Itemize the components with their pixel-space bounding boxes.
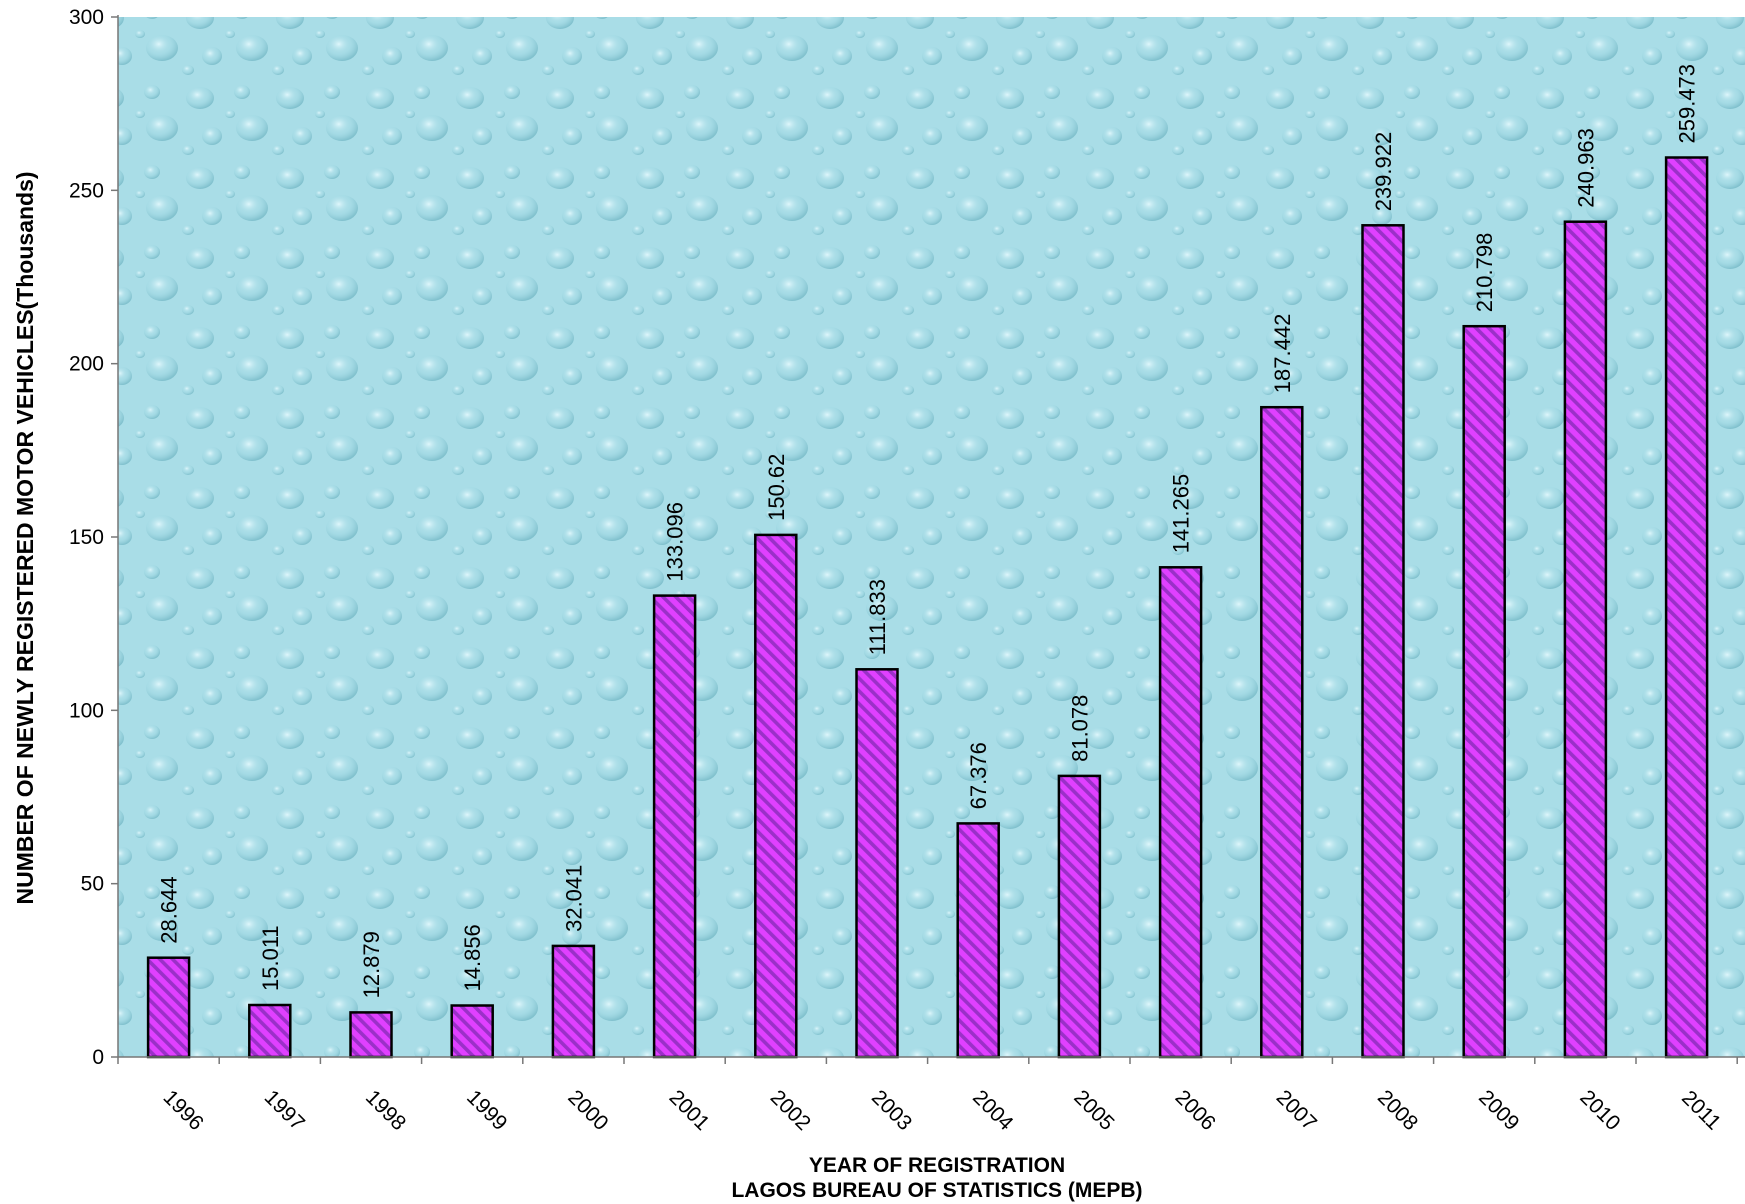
y-tick-label-300: 300 — [69, 6, 104, 29]
x-tick-label-2005: 2005 — [1069, 1086, 1118, 1135]
value-label-1996: 28.644 — [157, 876, 182, 943]
bar-2000 — [551, 944, 596, 1059]
bar-2006 — [1158, 566, 1203, 1059]
value-label-2001: 133.096 — [663, 502, 688, 582]
y-tick-label-100: 100 — [69, 699, 104, 722]
y-tick-label-0: 0 — [92, 1046, 104, 1069]
x-tick-label-2007: 2007 — [1272, 1086, 1321, 1135]
bar-2002 — [754, 533, 798, 1059]
y-tick-label-250: 250 — [69, 179, 104, 202]
x-tick-label-1997: 1997 — [260, 1086, 309, 1135]
x-tick-label-2001: 2001 — [665, 1086, 714, 1135]
value-label-2004: 67.376 — [966, 742, 991, 809]
value-labels-group: 28.644 15.011 12.879 14.856 32.041 133.096 150… — [157, 64, 1700, 998]
bar-1998 — [349, 1011, 393, 1059]
value-label-2008: 239.922 — [1371, 132, 1396, 212]
x-tick-label-2003: 2003 — [867, 1086, 916, 1135]
y-axis-title: NUMBER OF NEWLY REGISTERED MOTOR VEHICLE… — [12, 171, 38, 904]
value-label-2006: 141.265 — [1169, 474, 1194, 554]
x-tick-label-1999: 1999 — [462, 1086, 511, 1135]
bar-2004 — [956, 822, 1000, 1059]
bar-2011 — [1664, 156, 1709, 1059]
bar-2007 — [1260, 405, 1304, 1059]
bar-2005 — [1057, 774, 1102, 1059]
bar-1996 — [146, 956, 191, 1059]
value-label-2011: 259.473 — [1675, 64, 1700, 144]
value-label-1999: 14.856 — [460, 924, 485, 991]
x-tick-label-2004: 2004 — [968, 1086, 1018, 1136]
x-tick-label-2006: 2006 — [1171, 1086, 1220, 1135]
bar-2008 — [1361, 224, 1405, 1059]
bar-2001 — [652, 594, 697, 1059]
y-tick-label-200: 200 — [69, 353, 104, 376]
x-tick-label-1998: 1998 — [361, 1086, 410, 1135]
x-tick-label-2000: 2000 — [563, 1086, 612, 1135]
bar-1999 — [450, 1004, 494, 1059]
value-label-2005: 81.078 — [1067, 695, 1092, 762]
y-tick-label-150: 150 — [69, 526, 104, 549]
value-label-1997: 15.011 — [258, 925, 283, 991]
value-label-2009: 210.798 — [1472, 233, 1497, 313]
x-tick-label-2010: 2010 — [1575, 1086, 1624, 1135]
x-tick-label-2008: 2008 — [1373, 1086, 1422, 1135]
x-tick-label-2011: 2011 — [1677, 1086, 1725, 1134]
x-tick-label-1996: 1996 — [159, 1086, 208, 1135]
value-label-2000: 32.041 — [561, 865, 586, 932]
value-label-1998: 12.879 — [359, 931, 384, 998]
x-tick-label-2002: 2002 — [766, 1086, 815, 1135]
bar-2010 — [1563, 220, 1608, 1059]
x-tick-label-2009: 2009 — [1474, 1086, 1523, 1135]
value-label-2002: 150.62 — [764, 454, 789, 521]
bars-group — [146, 156, 1709, 1059]
bar-2003 — [855, 668, 899, 1059]
value-label-2003: 111.833 — [865, 579, 890, 655]
value-label-2010: 240.963 — [1573, 128, 1598, 208]
bar-1997 — [248, 1003, 292, 1059]
chart-subtitle: LAGOS BUREAU OF STATISTICS (MEPB) — [731, 1179, 1142, 1202]
y-tick-label-50: 50 — [81, 873, 104, 896]
value-label-2007: 187.442 — [1270, 314, 1295, 394]
bar-2009 — [1462, 324, 1506, 1059]
x-axis-title: YEAR OF REGISTRATION — [809, 1154, 1065, 1177]
